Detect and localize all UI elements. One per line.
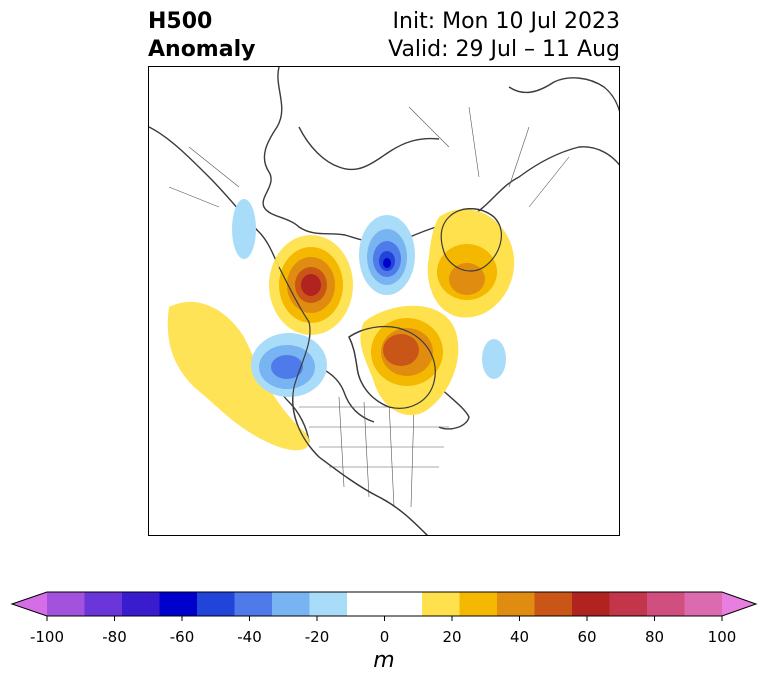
- title-field: Anomaly: [148, 37, 256, 62]
- map-title: H500 Anomaly: [148, 8, 255, 64]
- colorbar-bin: [84, 592, 123, 616]
- colorbar-bin: [572, 592, 610, 616]
- colorbar-bin: [272, 592, 310, 616]
- colorbar-tick-label: 100: [707, 628, 737, 646]
- map-subtitle: Init: Mon 10 Jul 2023 Valid: 29 Jul – 11…: [388, 8, 620, 64]
- colorbar-bin: [234, 592, 273, 616]
- colorbar-bin: [497, 592, 535, 616]
- colorbar-tick-label: 80: [644, 628, 665, 646]
- colorbar-bin: [647, 592, 685, 616]
- colorbar-tick-label: -40: [237, 628, 262, 646]
- positive-anomaly-west: [167, 301, 310, 451]
- valid-period: Valid: 29 Jul – 11 Aug: [388, 37, 620, 62]
- init-date: Init: Mon 10 Jul 2023: [392, 9, 620, 34]
- colorbar-bin: [384, 592, 423, 616]
- colorbar-tick-label: 0: [379, 628, 390, 646]
- colorbar-bin: [459, 592, 498, 616]
- colorbar-tick-label: -60: [169, 628, 195, 646]
- colorbar-bin: [609, 592, 648, 616]
- colorbar-bin: [159, 592, 198, 616]
- colorbar-bin: [684, 592, 723, 616]
- colorbar-bin: [47, 592, 85, 616]
- title-variable: H500: [148, 9, 213, 34]
- colorbar-tick-label: -20: [304, 628, 330, 646]
- map-panel: [148, 66, 620, 536]
- colorbar-tick-label: -80: [102, 628, 127, 646]
- colorbar-bin: [197, 592, 235, 616]
- anomaly-map: [149, 67, 619, 535]
- colorbar-extend-low: [12, 592, 47, 616]
- trough-small-northwest: [232, 199, 256, 259]
- colorbar-bin: [422, 592, 460, 616]
- coastlines: [149, 67, 619, 535]
- colorbar-tick-label: 20: [442, 628, 462, 646]
- anomaly-shading: [167, 199, 515, 451]
- colorbar-units: m: [373, 648, 395, 673]
- colorbar-bin: [347, 592, 385, 616]
- colorbar-tick-label: 60: [577, 628, 597, 646]
- colorbar-bin: [534, 592, 573, 616]
- colorbar-tick-label: -100: [29, 628, 65, 646]
- colorbar-tick-label: 40: [509, 628, 530, 646]
- trough-small-east: [482, 339, 506, 379]
- colorbar-bin: [309, 592, 348, 616]
- colorbar-extend-high: [722, 592, 756, 616]
- political-borders: [168, 106, 570, 508]
- colorbar-bin: [122, 592, 160, 616]
- colorbar: [10, 591, 758, 621]
